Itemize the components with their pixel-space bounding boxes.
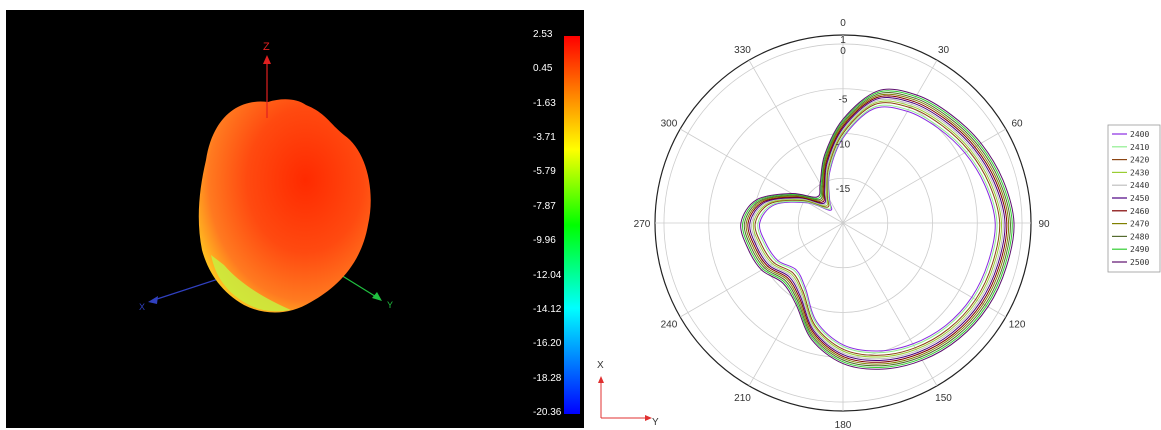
radiation-3d-view[interactable]: Z X Y 2.53 0.45 -1.63 -3.71 -5.79 -7.87 -9.96 -… [6,10,584,428]
x-axis-label: X [139,302,145,312]
polar-plot-canvas: 030609012015018021024027030033010-5-10-1… [597,18,1161,430]
angle-label: 240 [661,320,678,331]
angle-label: 300 [661,119,678,130]
legend-label-2450: 2450 [1130,194,1149,203]
series-line-2420 [754,102,1001,356]
z-axis-label: Z [263,41,270,53]
colorbar-tick-label: -5.79 [533,166,556,178]
polar-spoke [679,128,844,224]
series-line-2460 [747,95,1008,363]
y-axis-label: Y [387,300,393,310]
radial-tick-label: 0 [840,46,846,57]
series-line-2480 [743,92,1011,367]
legend-label-2420: 2420 [1130,156,1149,165]
series-line-2470 [745,93,1010,365]
angle-label: 270 [634,219,651,230]
angle-label: 120 [1009,320,1026,331]
colorbar-tick-label: 0.45 [533,63,553,75]
polar-curves [740,88,1015,370]
radial-tick-label: -10 [836,139,851,150]
colorbar-tick-label: -16.20 [533,338,562,350]
orientation-horizontal-arrow [645,415,652,421]
legend-label-2430: 2430 [1130,168,1149,177]
legend-label-2440: 2440 [1130,181,1149,190]
radiation-3d-canvas: Z X Y [139,36,580,414]
colorbar-tick-label: -7.87 [533,200,556,212]
series-line-2410 [757,104,998,354]
legend-label-2480: 2480 [1130,232,1149,241]
colorbar-tick-label: -3.71 [533,132,556,144]
angle-label: 0 [840,18,846,29]
x-axis-arrow [148,296,158,304]
radiation-pattern-blob [198,99,371,313]
legend-label-2500: 2500 [1130,258,1149,267]
y-axis-arrow [372,292,382,301]
legend-label-2490: 2490 [1130,245,1149,254]
angle-label: 210 [734,393,751,404]
polar-spoke [842,128,1007,224]
series-line-2490 [741,90,1013,369]
radial-tick-label: 1 [840,35,846,46]
angle-label: 30 [938,45,950,56]
angle-label: 60 [1012,119,1024,130]
legend: 2400 2410 2420 2430 2440 2450 2460 2470 2480 2490… [1107,124,1161,273]
colorbar-tick-label: -1.63 [533,97,556,109]
colorbar-tick-label: -12.04 [533,269,562,281]
colorbar-gradient [564,36,580,414]
radial-tick-label: -5 [839,95,848,106]
colorbar-tick-label: -20.36 [533,407,562,418]
angle-label: 150 [935,393,952,404]
polar-spoke [842,59,938,224]
series-line-2400 [758,106,996,352]
legend-label-2460: 2460 [1130,207,1149,216]
series-line-2450 [749,97,1006,362]
orientation-vertical-arrow [598,376,604,383]
colorbar-tick-label: -18.28 [533,372,562,384]
legend-label-2410: 2410 [1130,143,1149,152]
pattern-lower-lobe [211,255,291,312]
legend-label-2400: 2400 [1130,130,1149,139]
angle-label: 180 [835,420,852,430]
colorbar-tick-label: -9.96 [533,235,556,247]
legend-label-2470: 2470 [1130,220,1149,229]
angle-label: 330 [734,45,751,56]
orientation-vertical-label: X [597,360,604,371]
z-axis-arrow [263,55,271,64]
colorbar-tick-label: -14.12 [533,303,562,315]
radial-tick-label: -15 [836,184,851,195]
orientation-horizontal-label: Y [652,417,659,428]
series-line-2430 [752,100,1003,358]
series-line-2440 [750,98,1004,360]
polar-plot-panel[interactable]: 0 30 60 90 120 150 180 210 240 270 300 330 1 0 -5 -10 -1… [590,10,1161,430]
series-line-2500 [740,88,1015,370]
angle-label: 90 [1038,219,1050,230]
polar-labels: 030609012015018021024027030033010-5-10-1… [634,18,1050,430]
colorbar-tick-label: 2.53 [533,29,553,40]
